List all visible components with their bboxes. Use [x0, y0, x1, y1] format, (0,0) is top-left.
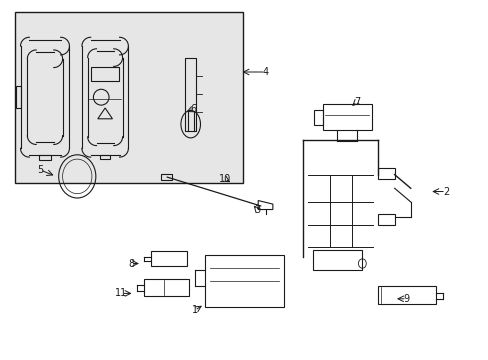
Text: 4: 4 — [262, 67, 268, 77]
Bar — [15, 12, 243, 183]
Text: 6: 6 — [190, 104, 196, 114]
Text: 3: 3 — [254, 204, 260, 215]
Text: 5: 5 — [37, 165, 43, 175]
Text: 2: 2 — [442, 186, 448, 197]
Bar — [185, 58, 196, 131]
Bar — [144, 279, 189, 296]
Bar — [205, 255, 283, 307]
Bar — [161, 174, 172, 180]
Text: 8: 8 — [128, 258, 134, 269]
Text: 10: 10 — [218, 174, 231, 184]
Bar — [377, 286, 435, 304]
Bar — [91, 67, 119, 81]
Text: 9: 9 — [403, 294, 409, 304]
Text: 7: 7 — [353, 96, 359, 107]
Bar — [150, 251, 187, 266]
Bar — [322, 104, 371, 130]
Text: 1: 1 — [191, 305, 197, 315]
Text: 11: 11 — [115, 288, 127, 298]
